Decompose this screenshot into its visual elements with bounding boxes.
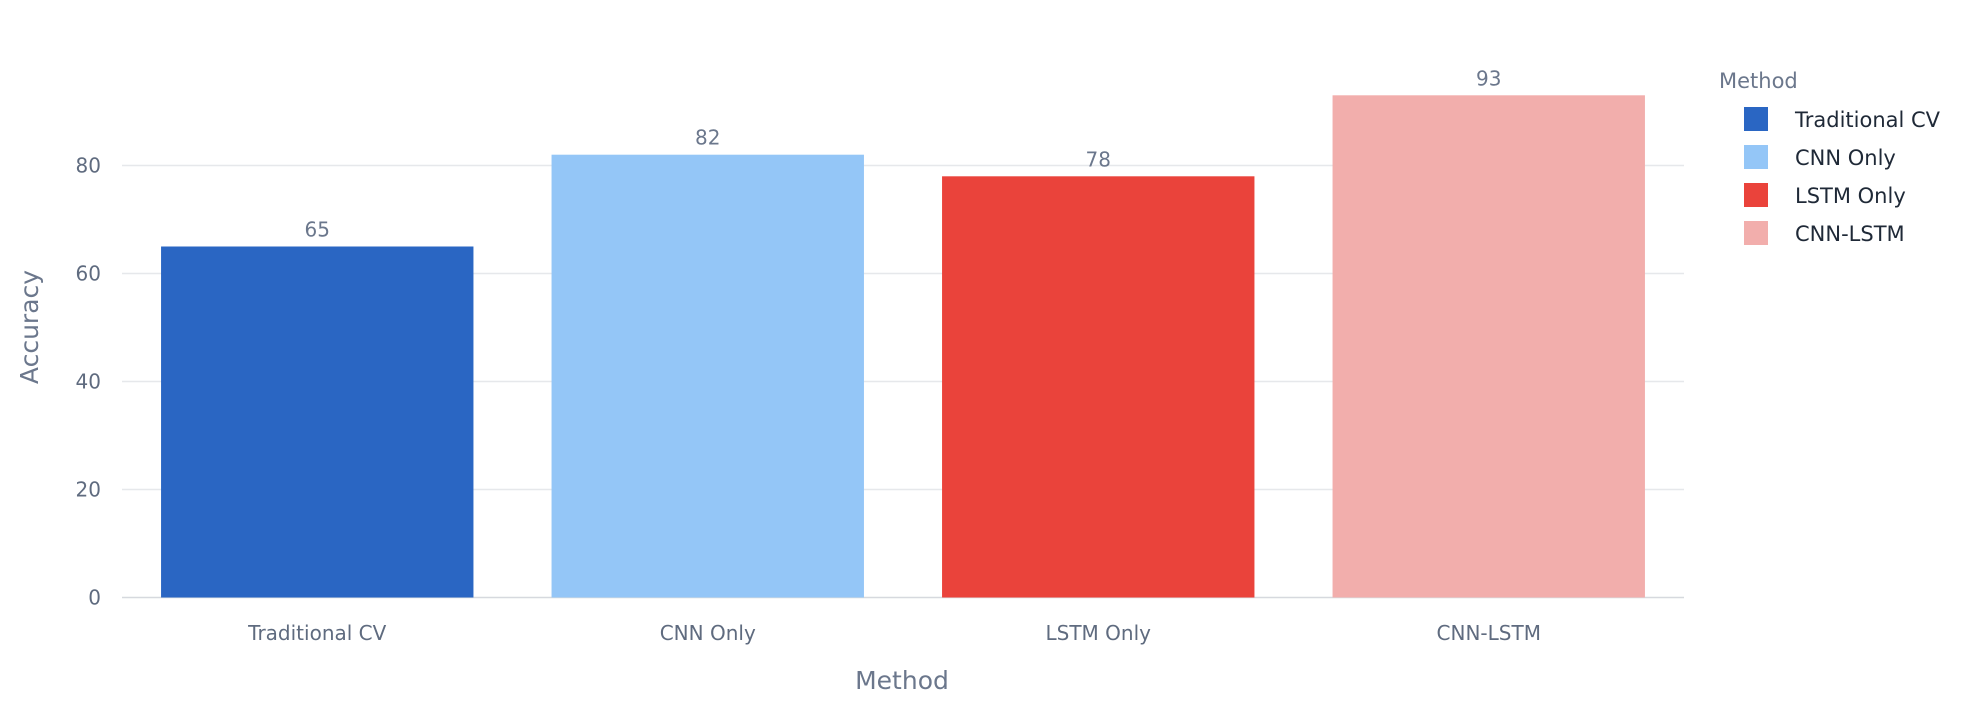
bar-value-label: 65 <box>305 218 330 242</box>
x-axis-title: Method <box>855 666 949 695</box>
y-tick-label: 20 <box>76 478 101 502</box>
legend-title: Method <box>1719 69 1798 93</box>
bar-value-label: 93 <box>1476 66 1501 90</box>
legend-swatch <box>1744 183 1768 207</box>
value-labels: 65 82 78 93 <box>305 66 1502 241</box>
x-tick-label: LSTM Only <box>1046 621 1152 645</box>
y-axis-title: Accuracy <box>15 270 44 384</box>
legend-entries: Traditional CV CNN Only LSTM Only CNN-LSTM <box>1744 107 1941 246</box>
x-tick-label: Traditional CV <box>247 621 386 645</box>
bar <box>942 176 1255 598</box>
x-tick-label: CNN-LSTM <box>1437 621 1541 645</box>
y-tick-label: 80 <box>76 154 101 178</box>
legend: Method Traditional CV CNN Only LSTM Only CN… <box>1719 69 1941 246</box>
legend-item[interactable]: CNN-LSTM <box>1744 221 1905 246</box>
legend-item[interactable]: CNN Only <box>1744 145 1896 170</box>
legend-label: CNN-LSTM <box>1795 222 1905 246</box>
x-tick-label: CNN Only <box>660 621 756 645</box>
y-axis-ticks: 0 20 40 60 80 <box>76 154 101 610</box>
legend-swatch <box>1744 221 1768 245</box>
legend-swatch <box>1744 145 1768 169</box>
bar-value-label: 78 <box>1086 147 1111 171</box>
y-tick-label: 0 <box>88 586 101 610</box>
legend-item[interactable]: LSTM Only <box>1744 183 1906 208</box>
bars <box>161 95 1645 598</box>
legend-label: Traditional CV <box>1794 108 1941 132</box>
x-axis-ticks: Traditional CV CNN Only LSTM Only CNN-LSTM <box>247 621 1541 645</box>
bar-value-label: 82 <box>695 126 720 150</box>
legend-swatch <box>1744 107 1768 131</box>
bar <box>1332 95 1645 598</box>
y-tick-label: 60 <box>76 262 101 286</box>
bar <box>161 246 474 598</box>
bar <box>551 154 864 598</box>
legend-label: CNN Only <box>1795 146 1896 170</box>
legend-item[interactable]: Traditional CV <box>1744 107 1941 132</box>
y-tick-label: 40 <box>76 370 101 394</box>
legend-label: LSTM Only <box>1795 184 1906 208</box>
